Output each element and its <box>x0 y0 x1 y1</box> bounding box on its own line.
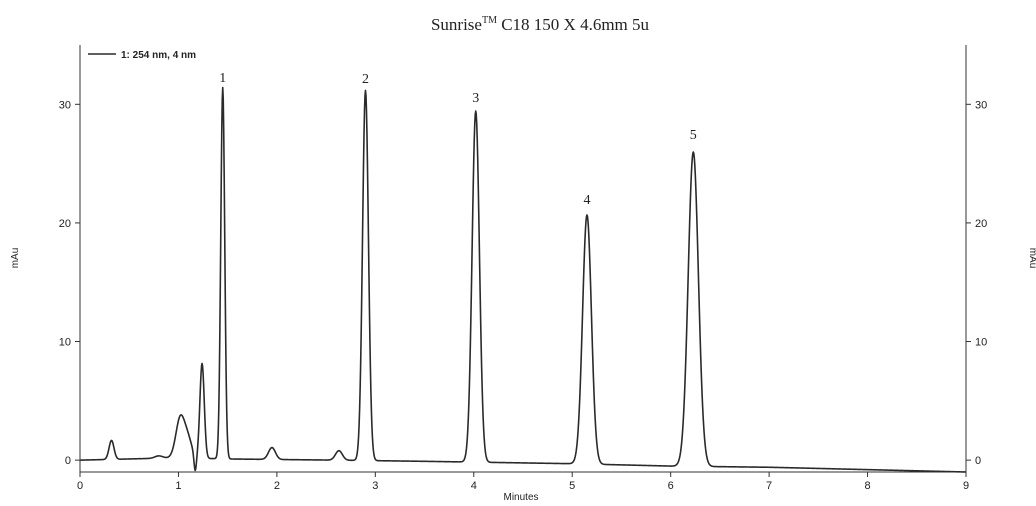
x-tick-label: 1 <box>175 480 181 492</box>
peak-label: 5 <box>690 128 697 143</box>
peak-label: 2 <box>362 72 369 87</box>
peak-label: 1 <box>219 71 226 86</box>
legend: 1: 254 nm, 4 nm <box>88 50 196 61</box>
x-tick-label: 7 <box>766 480 772 492</box>
x-axis-title: Minutes <box>503 492 538 503</box>
y-tick-label-left: 0 <box>65 455 71 467</box>
plot-frame <box>79 45 967 473</box>
chromatogram-trace <box>79 86 967 473</box>
y-tick-label-left: 30 <box>59 99 71 111</box>
y-axis-title-left: mAu <box>10 248 21 269</box>
legend-label: 1: 254 nm, 4 nm <box>121 50 196 61</box>
x-tick-label: 4 <box>471 480 477 492</box>
x-tick-label: 9 <box>963 480 969 492</box>
y-axis-title-right: mAu <box>1027 248 1036 269</box>
x-tick-label: 5 <box>569 480 575 492</box>
x-tick-label: 8 <box>864 480 870 492</box>
y-tick-label-right: 0 <box>975 455 981 467</box>
x-tick-label: 2 <box>274 480 280 492</box>
x-tick-label: 0 <box>77 480 83 492</box>
title-superscript: TM <box>482 15 497 26</box>
peak-label: 4 <box>583 193 590 208</box>
y-tick-label-left: 20 <box>59 218 71 230</box>
x-tick-label: 6 <box>668 480 674 492</box>
y-tick-label-left: 10 <box>59 337 71 349</box>
peak-labels: 1 2 3 4 5 <box>219 71 697 208</box>
y-tick-label-right: 20 <box>975 218 987 230</box>
chromatogram-traces <box>79 86 967 473</box>
x-tick-label: 3 <box>372 480 378 492</box>
y-tick-label-right: 30 <box>975 99 987 111</box>
peak-label: 3 <box>472 91 479 106</box>
y-tick-label-right: 10 <box>975 337 987 349</box>
axis-ticks: 0 1 2 3 4 5 6 7 8 9 0 10 20 30 0 10 20 30 <box>59 99 988 492</box>
chart-title: SunriseTM C18 150 X 4.6mm 5u <box>431 15 650 34</box>
